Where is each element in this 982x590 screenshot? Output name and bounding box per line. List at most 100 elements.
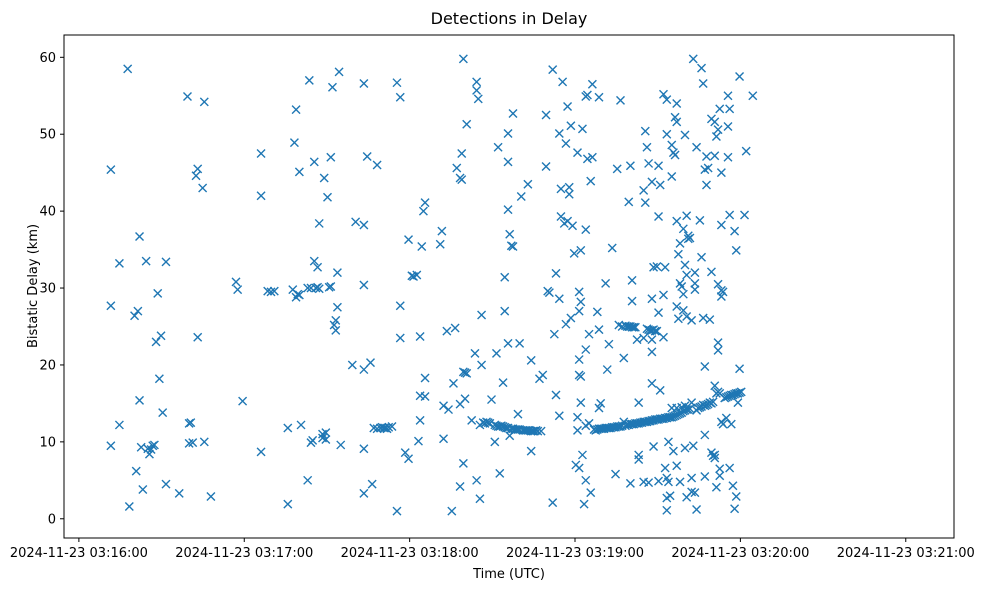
data-point	[415, 331, 425, 341]
data-point	[594, 325, 604, 335]
data-point	[688, 441, 698, 451]
data-point	[690, 285, 700, 295]
data-point	[485, 418, 495, 428]
data-point	[658, 332, 668, 342]
data-point	[556, 212, 566, 222]
data-point	[680, 443, 690, 453]
data-point	[503, 205, 513, 215]
data-point	[647, 294, 657, 304]
data-point	[563, 102, 573, 112]
data-point	[678, 289, 688, 299]
data-point	[592, 307, 602, 317]
data-point	[336, 440, 346, 450]
data-point	[256, 191, 266, 201]
data-point	[359, 488, 369, 498]
data-point	[640, 126, 650, 136]
data-point	[574, 287, 584, 297]
data-point	[372, 160, 382, 170]
data-point	[748, 91, 758, 101]
data-point	[741, 146, 751, 156]
plot-area	[63, 34, 955, 539]
data-point	[672, 302, 682, 311]
data-point	[331, 315, 341, 325]
data-point	[541, 110, 551, 120]
data-point	[731, 388, 741, 398]
data-point	[576, 245, 586, 255]
data-point	[701, 152, 711, 162]
data-point	[123, 64, 133, 74]
data-point	[572, 425, 582, 435]
x-tick-label: 2024-11-23 03:20:00	[671, 546, 809, 561]
data-point	[642, 142, 652, 152]
data-point	[508, 242, 518, 252]
data-point	[233, 285, 243, 295]
data-point	[439, 401, 449, 411]
data-point	[662, 129, 672, 139]
data-point	[526, 355, 536, 365]
data-point	[604, 339, 614, 349]
data-point	[566, 313, 576, 323]
data-point	[135, 232, 145, 242]
data-point	[627, 275, 637, 285]
data-point	[154, 374, 164, 384]
data-point	[582, 154, 592, 164]
data-point	[294, 290, 304, 300]
data-point	[561, 319, 571, 329]
data-point	[711, 132, 721, 142]
data-point	[625, 161, 635, 171]
data-point	[672, 216, 682, 226]
data-point	[711, 482, 721, 492]
data-point	[114, 258, 124, 268]
data-point	[309, 256, 319, 266]
data-point	[231, 277, 241, 287]
data-point	[667, 172, 677, 182]
data-point	[740, 210, 750, 220]
data-point	[106, 301, 116, 311]
data-point	[596, 398, 606, 408]
data-point	[576, 297, 586, 307]
data-point	[700, 361, 710, 371]
x-axis-ticks: 2024-11-23 03:16:00 2024-11-23 03:17:00 20…	[10, 538, 975, 561]
data-point	[303, 475, 313, 485]
data-point	[594, 92, 604, 102]
data-point	[269, 286, 279, 296]
data-point	[607, 243, 617, 253]
data-point	[136, 442, 146, 452]
data-point	[392, 78, 402, 88]
data-point	[457, 148, 467, 158]
data-point	[283, 499, 293, 509]
data-point	[587, 152, 597, 162]
data-point	[503, 338, 513, 348]
data-point	[660, 463, 670, 473]
data-point	[564, 189, 574, 199]
data-point	[587, 79, 597, 89]
data-point	[351, 217, 361, 227]
data-point	[698, 78, 708, 88]
y-tick-label: 0	[48, 512, 56, 527]
data-point	[692, 505, 702, 515]
data-point	[458, 458, 468, 468]
data-point	[574, 355, 584, 365]
data-point	[586, 488, 596, 498]
data-point	[554, 294, 564, 304]
data-point	[730, 504, 740, 514]
data-point	[629, 322, 639, 332]
data-point	[149, 440, 159, 450]
data-point	[568, 221, 578, 231]
data-point	[566, 121, 576, 131]
data-point	[572, 412, 582, 422]
data-point	[495, 468, 505, 478]
data-point	[682, 312, 692, 321]
data-point	[412, 270, 422, 280]
data-point	[143, 444, 153, 454]
data-point	[697, 63, 707, 73]
data-point	[639, 185, 649, 195]
data-point	[417, 242, 427, 252]
data-point	[387, 421, 397, 431]
data-point	[700, 471, 710, 481]
data-point	[491, 348, 501, 358]
data-point	[667, 140, 677, 150]
data-point	[404, 235, 414, 245]
data-point	[639, 333, 649, 343]
